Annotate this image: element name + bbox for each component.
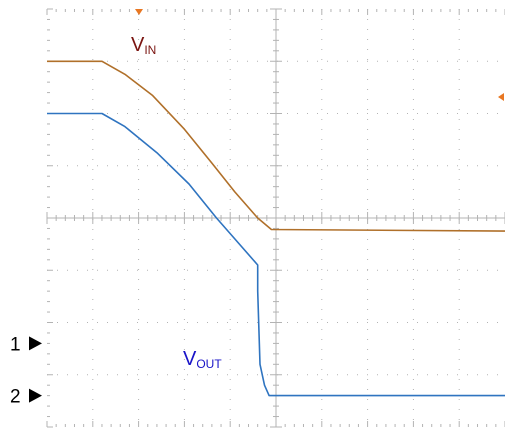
trace-vout [47, 112, 505, 397]
graticule [46, 8, 505, 428]
channel-marker-arrow [29, 336, 42, 351]
vin-label: VIN [131, 34, 156, 57]
vout-label: VOUT [183, 348, 222, 371]
vout-label-main: V [183, 348, 197, 370]
waveform-traces [47, 60, 505, 397]
vin-label-main: V [131, 34, 145, 56]
vin-label-sub: IN [144, 43, 156, 57]
vout-label-sub: OUT [196, 357, 222, 371]
trace-vin [47, 60, 505, 232]
channel-marker-arrow [29, 388, 42, 403]
trace-labels: VIN VOUT [131, 34, 222, 371]
channel-markers: 12 [10, 9, 504, 408]
channel-marker-label: 2 [10, 387, 21, 408]
trigger-level-marker [498, 93, 504, 101]
channel-marker-label: 1 [10, 334, 21, 355]
trigger-position-marker [135, 9, 143, 15]
